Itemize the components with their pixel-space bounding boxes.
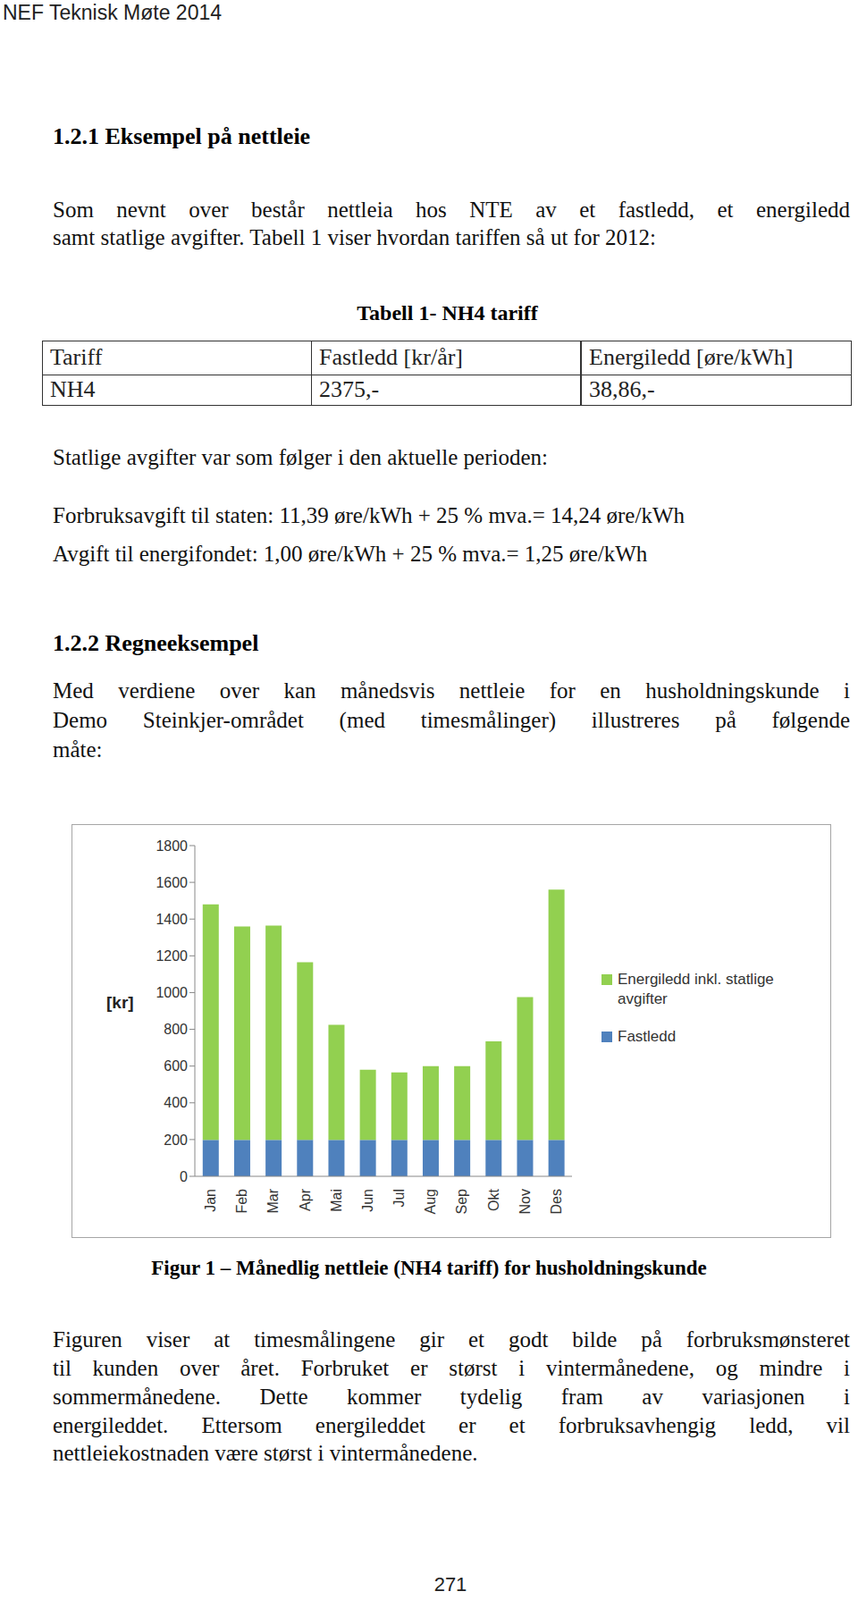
svg-text:600: 600: [163, 1058, 188, 1074]
html-text:sommermånedene. Dette kommer t: sommermånedene. Dette kommer tydelig fra…: [52, 1384, 850, 1409]
svg-text:Apr: Apr: [297, 1187, 313, 1212]
svg-text:1600: 1600: [155, 874, 188, 891]
svg-text:400: 400: [163, 1094, 188, 1111]
html-text:Forbruksavgift til staten: 11,: Forbruksavgift til staten: 11,39 øre/kWh…: [52, 503, 685, 528]
svg-text:Jan: Jan: [202, 1188, 219, 1212]
svg-text:Okt: Okt: [486, 1187, 502, 1211]
html-text:nettleiekostnaden være størst: nettleiekostnaden være størst i vintermå…: [52, 1440, 478, 1465]
svg-text:Des: Des: [548, 1188, 564, 1214]
html-text:Fastledd: Fastledd: [617, 1027, 676, 1045]
svg-text:Jul: Jul: [391, 1188, 407, 1207]
svg-text:1000: 1000: [155, 984, 188, 1001]
svg-text:Mai: Mai: [328, 1188, 345, 1212]
html-text:38,86,-: 38,86,-: [588, 376, 655, 403]
html-text:Figuren viser at timesmålingen: Figuren viser at timesmålingene gir et g…: [52, 1327, 850, 1352]
html-text:Fastledd [kr/år]: Fastledd [kr/år]: [319, 344, 463, 371]
html-text:Energiledd [øre/kWh]: Energiledd [øre/kWh]: [588, 344, 794, 371]
svg-text:Aug: Aug: [422, 1188, 438, 1214]
html-text:Demo Steinkjer-området (med ti: Demo Steinkjer-området (med timesmålinge…: [52, 707, 850, 732]
html-text:Med verdiene over kan månedsvi: Med verdiene over kan månedsvis nettleie…: [52, 678, 850, 703]
svg-text:Jun: Jun: [360, 1188, 376, 1212]
html-text:Statlige avgifter var som følg: Statlige avgifter var som følger i den a…: [52, 445, 548, 470]
svg-text:Nov: Nov: [517, 1188, 533, 1214]
html-text:2375,-: 2375,-: [319, 376, 380, 403]
svg-text:Mar: Mar: [265, 1187, 281, 1213]
html-text:til kunden over året. Forbruke: til kunden over året. Forbruket er størs…: [52, 1355, 850, 1380]
html-text:Tariff: Tariff: [50, 344, 103, 371]
html-text:NH4: NH4: [50, 376, 96, 403]
svg-text:200: 200: [163, 1132, 188, 1148]
svg-text:0: 0: [179, 1169, 188, 1185]
html-text:samt statlige avgifter. Tabell: samt statlige avgifter. Tabell 1 viser h…: [52, 225, 656, 250]
html-text:NEF Teknisk Møte 2014: NEF Teknisk Møte 2014: [2, 0, 222, 25]
svg-text:1200: 1200: [155, 948, 188, 964]
svg-text:800: 800: [163, 1021, 188, 1037]
html-text:Tabell 1- NH4 tariff: Tabell 1- NH4 tariff: [356, 301, 538, 325]
html-text:1.2.1 Eksempel på nettleie: 1.2.1 Eksempel på nettleie: [52, 123, 311, 150]
html-text:Avgift til energifondet: 1,00: Avgift til energifondet: 1,00 øre/kWh + …: [52, 541, 648, 566]
html-text:Figur 1 – Månedlig nettleie (N: Figur 1 – Månedlig nettleie (NH4 tariff)…: [151, 1256, 707, 1279]
html-text:[kr]: [kr]: [106, 992, 134, 1012]
svg-text:Sep: Sep: [454, 1188, 470, 1215]
svg-text:Feb: Feb: [234, 1188, 250, 1214]
html-text:energileddet. Ettersom energil: energileddet. Ettersom energileddet er e…: [52, 1413, 850, 1438]
svg-text:1800: 1800: [155, 838, 188, 854]
svg-text:1400: 1400: [155, 911, 188, 927]
html-text:måte:: måte:: [52, 737, 103, 762]
html-text:1.2.2 Regneeksempel: 1.2.2 Regneeksempel: [52, 630, 259, 657]
html-text:271: 271: [434, 1573, 467, 1596]
html-text:Som nevnt over består nettleia: Som nevnt over består nettleia hos NTE a…: [52, 197, 850, 222]
html-text:Energiledd inkl. statlige avgi: Energiledd inkl. statlige avgifter: [617, 970, 774, 1008]
